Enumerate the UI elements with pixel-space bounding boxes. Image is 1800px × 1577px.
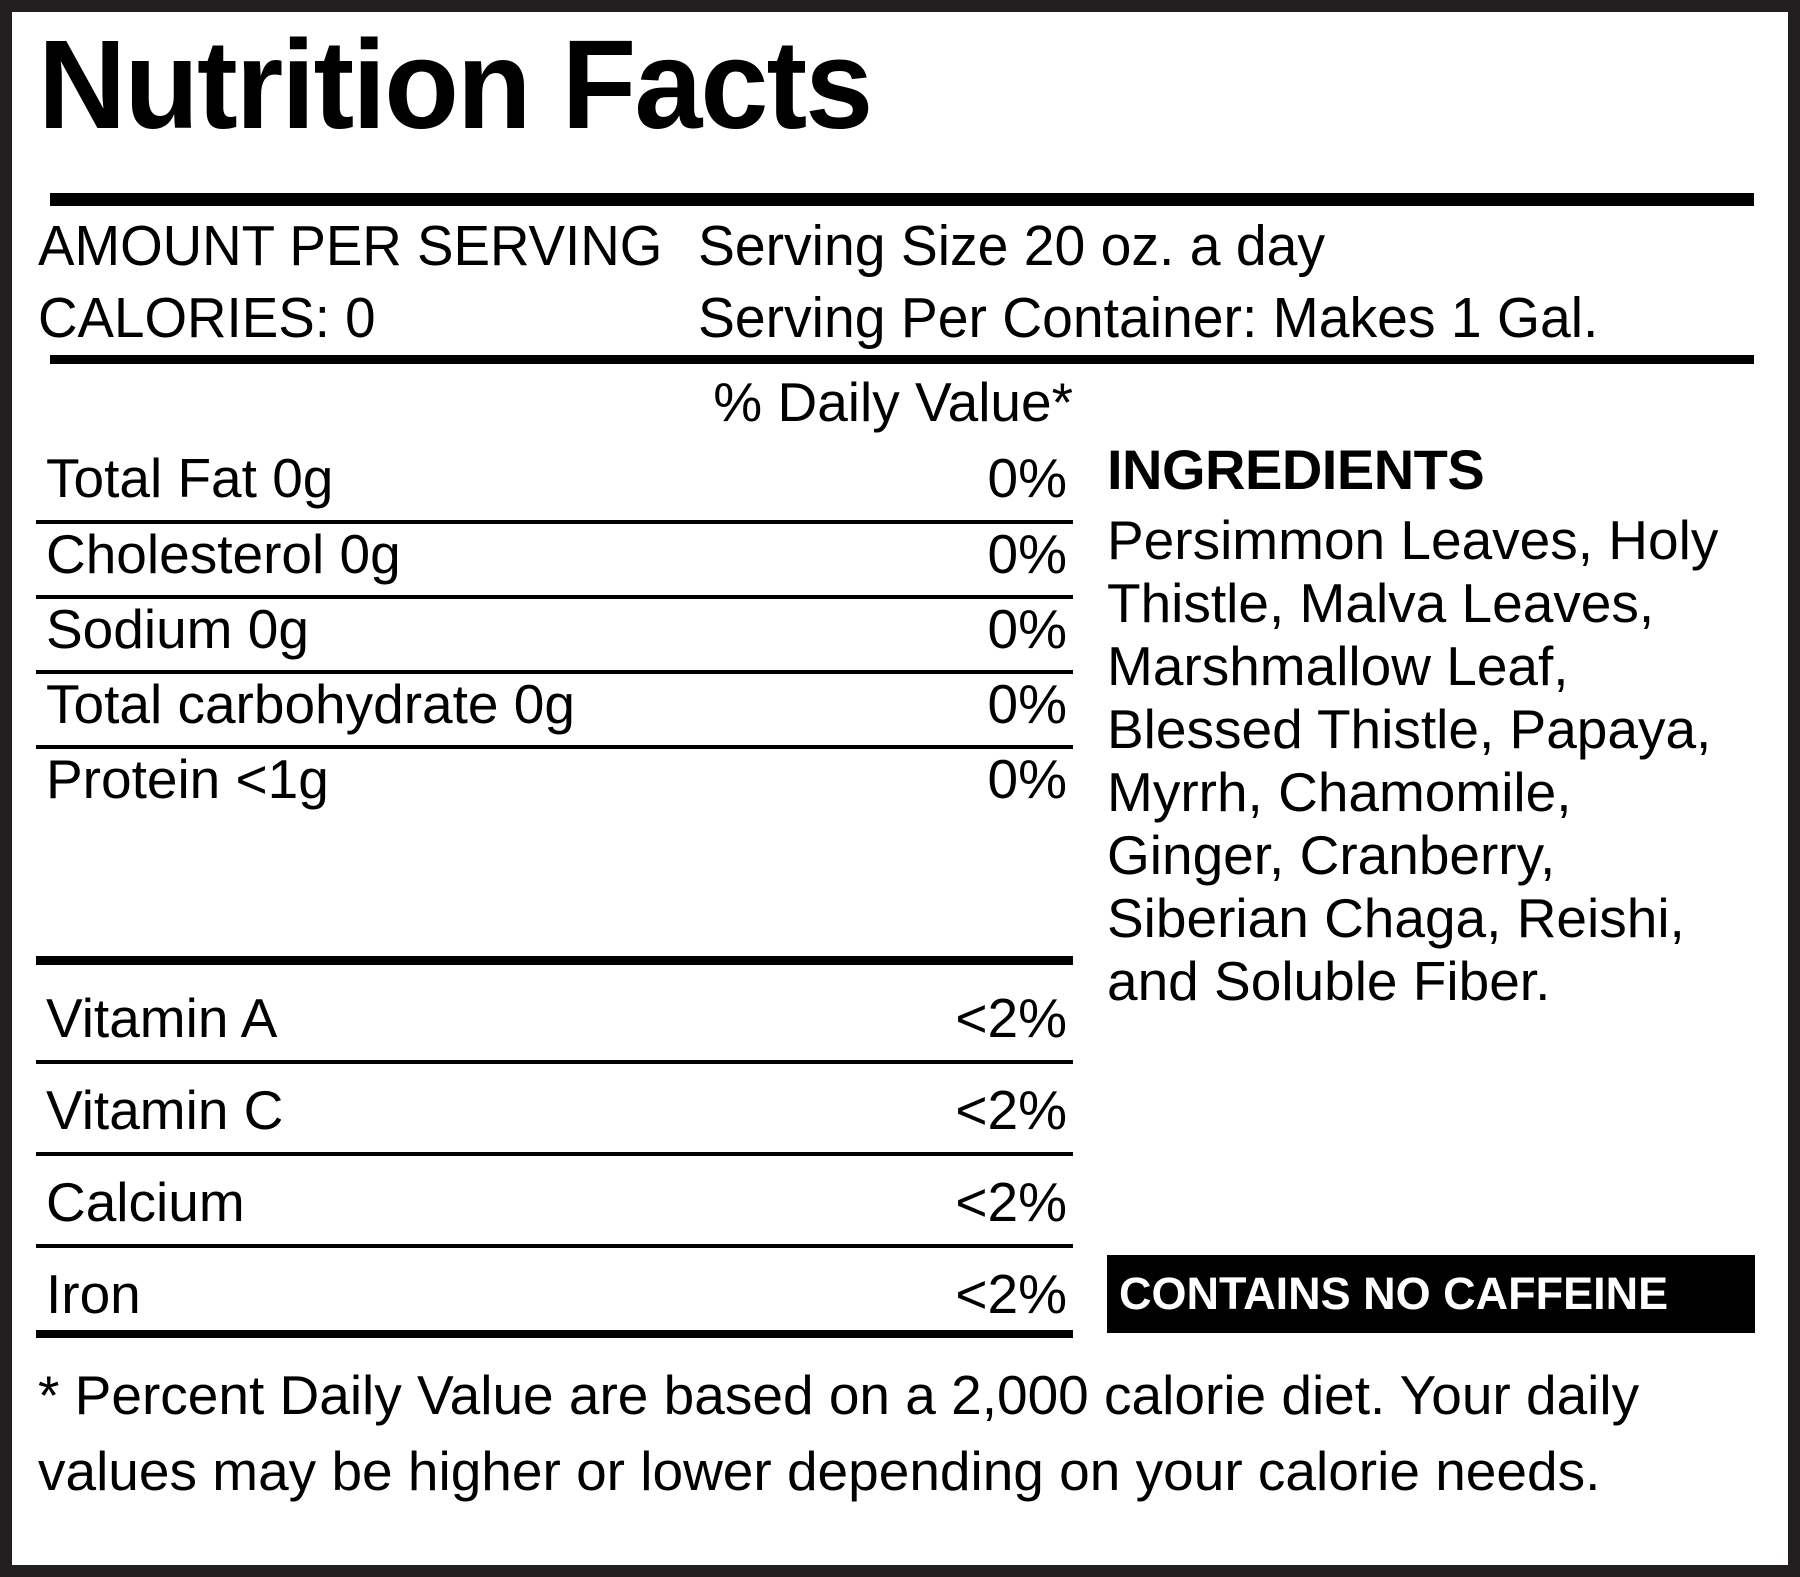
nutrient-name: Vitamin C xyxy=(46,1079,284,1141)
nutrient-name: Sodium 0g xyxy=(46,598,309,660)
divider-thin-2 xyxy=(36,595,1073,599)
nutrient-value: 0% xyxy=(987,523,1068,585)
serving-size-value: Serving Size 20 oz. a day xyxy=(698,214,1325,278)
nutrient-name: Total Fat 0g xyxy=(46,447,334,509)
nutrient-value: 0% xyxy=(987,673,1068,735)
label-inner-panel: Nutrition Facts AMOUNT PER SERVING Servi… xyxy=(12,12,1788,1565)
serving-row-calories: CALORIES: 0 Serving Per Container: Makes… xyxy=(38,285,1754,351)
table-row-protein: Protein <1g 0% xyxy=(36,743,1073,815)
nutrient-value: 0% xyxy=(987,447,1068,509)
serving-row-amount: AMOUNT PER SERVING Serving Size 20 oz. a… xyxy=(38,213,1754,279)
calories-label: CALORIES: 0 xyxy=(38,286,376,350)
table-row-calcium: Calcium <2% xyxy=(36,1166,1073,1238)
divider-heavy-under-title xyxy=(50,193,1754,206)
divider-thin-1 xyxy=(36,520,1073,524)
table-row-sodium: Sodium 0g 0% xyxy=(36,593,1073,665)
divider-thin-3 xyxy=(36,670,1073,674)
page-title: Nutrition Facts xyxy=(38,14,873,155)
nutrient-name: Total carbohydrate 0g xyxy=(46,673,575,735)
table-row-cholesterol: Cholesterol 0g 0% xyxy=(36,518,1073,590)
nutrient-name: Iron xyxy=(46,1263,141,1325)
nutrient-name: Calcium xyxy=(46,1171,245,1233)
nutrient-name: Protein <1g xyxy=(46,748,329,810)
table-row-total-fat: Total Fat 0g 0% xyxy=(36,442,1073,514)
table-row-vitamin-a: Vitamin A <2% xyxy=(36,982,1073,1054)
nutrient-value: <2% xyxy=(955,1263,1067,1325)
ingredients-panel: INGREDIENTS Persimmon Leaves, Holy Thist… xyxy=(1107,437,1767,1013)
caffeine-banner: CONTAINS NO CAFFEINE xyxy=(1107,1255,1755,1333)
nutrient-name: Vitamin A xyxy=(46,987,278,1049)
ingredients-title: INGREDIENTS xyxy=(1107,438,1485,501)
divider-heavy-before-vitamins xyxy=(36,956,1073,965)
caffeine-banner-label: CONTAINS NO CAFFEINE xyxy=(1119,1268,1669,1319)
nutrient-value: 0% xyxy=(987,748,1068,810)
table-row-vitamin-c: Vitamin C <2% xyxy=(36,1074,1073,1146)
divider-bottom-table xyxy=(36,1330,1073,1338)
amount-per-serving-label: AMOUNT PER SERVING xyxy=(38,214,663,278)
divider-heavy-under-serving xyxy=(50,355,1754,364)
nutrient-value: <2% xyxy=(955,1079,1067,1141)
daily-value-footnote: * Percent Daily Value are based on a 2,0… xyxy=(38,1364,1640,1502)
daily-value-header: % Daily Value* xyxy=(713,371,1073,433)
divider-thin-7 xyxy=(36,1244,1073,1248)
nutrient-value: 0% xyxy=(987,598,1068,660)
table-row-total-carbohydrate: Total carbohydrate 0g 0% xyxy=(36,668,1073,740)
nutrient-value: <2% xyxy=(955,1171,1067,1233)
divider-thin-6 xyxy=(36,1152,1073,1156)
divider-thin-5 xyxy=(36,1060,1073,1064)
divider-thin-4 xyxy=(36,745,1073,749)
serving-per-container-value: Serving Per Container: Makes 1 Gal. xyxy=(698,286,1599,350)
nutrient-value: <2% xyxy=(955,987,1067,1049)
table-row-iron: Iron <2% xyxy=(36,1258,1073,1330)
serving-info-block: AMOUNT PER SERVING Serving Size 20 oz. a… xyxy=(38,205,1754,353)
nutrient-name: Cholesterol 0g xyxy=(46,523,401,585)
ingredients-text: Persimmon Leaves, Holy Thistle, Malva Le… xyxy=(1107,509,1719,1012)
